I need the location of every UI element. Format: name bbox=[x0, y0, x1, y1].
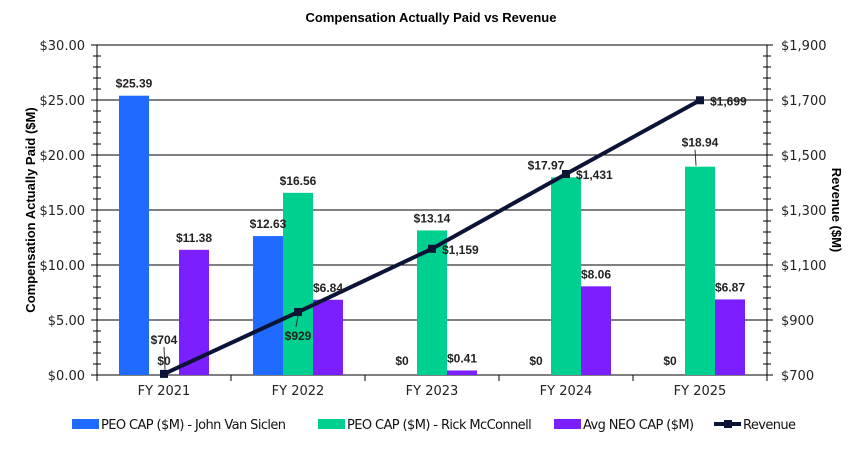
y-tick-label: $30.00 bbox=[40, 39, 86, 54]
bar-0-fy2022 bbox=[253, 236, 283, 375]
data-label: $17.97 bbox=[528, 158, 565, 172]
legend-swatch-0 bbox=[72, 419, 99, 429]
data-label: $0 bbox=[395, 354, 409, 368]
y2-tick-label: $1,500 bbox=[781, 149, 827, 164]
revenue-marker bbox=[562, 169, 570, 178]
revenue-marker bbox=[696, 96, 704, 105]
legend-swatch-2 bbox=[554, 419, 581, 429]
revenue-data-label: $929 bbox=[285, 329, 312, 343]
legend-label: PEO CAP ($M) - John Van Siclen bbox=[101, 418, 286, 433]
bar-2-fy2022 bbox=[313, 299, 343, 375]
legend-label: Avg NEO CAP ($M) bbox=[583, 418, 694, 433]
leader-line bbox=[694, 149, 697, 166]
data-label: $18.94 bbox=[682, 136, 719, 150]
y2-tick-label: $700 bbox=[781, 369, 814, 384]
bars bbox=[119, 95, 745, 376]
legend-marker bbox=[724, 420, 732, 428]
x-tick-label: FY 2022 bbox=[272, 384, 325, 399]
data-label: $0 bbox=[663, 354, 677, 368]
data-label: $6.87 bbox=[715, 280, 745, 294]
data-label: $6.84 bbox=[313, 281, 343, 295]
x-tick-label: FY 2024 bbox=[540, 384, 593, 399]
revenue-data-label: $1,699 bbox=[710, 94, 747, 108]
leader-line bbox=[163, 346, 166, 370]
x-tick-label: FY 2025 bbox=[674, 384, 727, 399]
revenue-data-label: $1,431 bbox=[576, 168, 613, 182]
legend: PEO CAP ($M) - John Van Siclen PEO CAP ($… bbox=[72, 418, 797, 433]
y-tick-label: $10.00 bbox=[40, 259, 86, 274]
y2-tick-label: $1,900 bbox=[781, 39, 827, 54]
revenue-marker bbox=[160, 369, 168, 378]
x-tick-label: FY 2021 bbox=[138, 384, 191, 399]
y2-tick-label: $1,300 bbox=[781, 204, 827, 219]
y2-tick-label: $900 bbox=[781, 314, 814, 329]
data-labels: $25.39$12.63$0 $0 $0$0$16.56$13.14$17.97$1… bbox=[116, 77, 747, 370]
chart-title: Compensation Actually Paid vs Revenue bbox=[306, 10, 557, 25]
data-label: $13.14 bbox=[414, 211, 451, 225]
legend-swatch-1 bbox=[318, 419, 345, 429]
data-label: $25.39 bbox=[116, 77, 153, 91]
bar-0-fy2021 bbox=[119, 95, 149, 376]
legend-label: Revenue bbox=[743, 418, 796, 433]
data-label: $0 bbox=[529, 354, 543, 368]
bar-2-fy2023 bbox=[447, 370, 477, 375]
revenue-marker bbox=[294, 308, 302, 317]
data-label: $8.06 bbox=[581, 267, 611, 281]
data-label: $11.38 bbox=[176, 231, 212, 245]
y-tick-label: $0.00 bbox=[48, 369, 85, 384]
y-tick-label: $5.00 bbox=[48, 314, 85, 329]
y-tick-label: $15.00 bbox=[40, 204, 86, 219]
bar-1-fy2024 bbox=[551, 177, 581, 375]
y2-tick-label: $1,700 bbox=[781, 94, 827, 109]
y2-tick-label: $1,100 bbox=[781, 259, 827, 274]
legend-label: PEO CAP ($M) - Rick McConnell bbox=[347, 418, 531, 433]
y-tick-label: $25.00 bbox=[40, 94, 86, 109]
revenue-marker bbox=[428, 244, 436, 253]
bar-2-fy2024 bbox=[581, 286, 611, 375]
bar-1-fy2022 bbox=[283, 192, 313, 375]
revenue-data-label: $1,159 bbox=[442, 243, 479, 257]
x-tick-label: FY 2023 bbox=[406, 384, 459, 399]
data-label: $16.56 bbox=[280, 174, 317, 188]
bar-1-fy2025 bbox=[685, 166, 715, 375]
leader-line bbox=[295, 315, 299, 328]
revenue-data-label: $704 bbox=[151, 333, 178, 347]
y2-axis-label: Revenue ($M) bbox=[829, 168, 844, 253]
y-axis-label: Compensation Actually Paid ($M) bbox=[23, 107, 38, 312]
bar-2-fy2025 bbox=[715, 299, 745, 375]
revenue-line bbox=[160, 96, 704, 378]
y-tick-label: $20.00 bbox=[40, 149, 86, 164]
data-label: $12.63 bbox=[250, 217, 287, 231]
data-label: $0.41 bbox=[447, 351, 477, 365]
axes: $0.00 $700 $5.00 $900 $10.00 $1,100 $15.00 $1,3… bbox=[40, 39, 827, 399]
